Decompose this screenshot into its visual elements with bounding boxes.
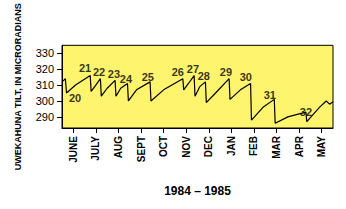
svg-text:29: 29	[220, 66, 232, 78]
svg-text:JUNE: JUNE	[68, 136, 79, 163]
svg-text:31: 31	[264, 89, 276, 101]
svg-text:30: 30	[240, 71, 252, 83]
svg-text:32: 32	[299, 106, 312, 119]
svg-text:300: 300	[36, 95, 54, 107]
svg-text:27: 27	[186, 63, 200, 76]
svg-text:MAR: MAR	[271, 135, 282, 159]
svg-text:JULY: JULY	[90, 136, 101, 161]
svg-text:UWEKAHUNA TILT, IN MICRORADIAN: UWEKAHUNA TILT, IN MICRORADIANS	[13, 3, 23, 170]
svg-text:330: 330	[36, 47, 54, 59]
svg-text:MAY: MAY	[316, 136, 327, 158]
svg-text:APR: APR	[294, 135, 305, 157]
svg-text:28: 28	[198, 70, 210, 82]
svg-text:26: 26	[172, 66, 184, 78]
svg-text:1984 – 1985: 1984 – 1985	[164, 184, 231, 198]
svg-text:290: 290	[36, 111, 54, 123]
svg-text:310: 310	[36, 79, 54, 91]
svg-text:22: 22	[93, 66, 105, 78]
svg-text:20: 20	[69, 92, 81, 104]
svg-text:NOV: NOV	[181, 136, 192, 158]
svg-text:JAN: JAN	[226, 136, 237, 156]
svg-text:OCT: OCT	[158, 136, 169, 157]
svg-text:DEC: DEC	[203, 136, 214, 157]
svg-text:23: 23	[108, 68, 120, 80]
svg-text:21: 21	[79, 62, 91, 74]
svg-text:SEPT: SEPT	[136, 136, 147, 162]
svg-text:AUG: AUG	[113, 136, 124, 158]
svg-text:FEB: FEB	[248, 136, 259, 156]
svg-text:25: 25	[142, 71, 154, 83]
svg-text:320: 320	[36, 63, 54, 75]
svg-text:24: 24	[120, 73, 133, 85]
